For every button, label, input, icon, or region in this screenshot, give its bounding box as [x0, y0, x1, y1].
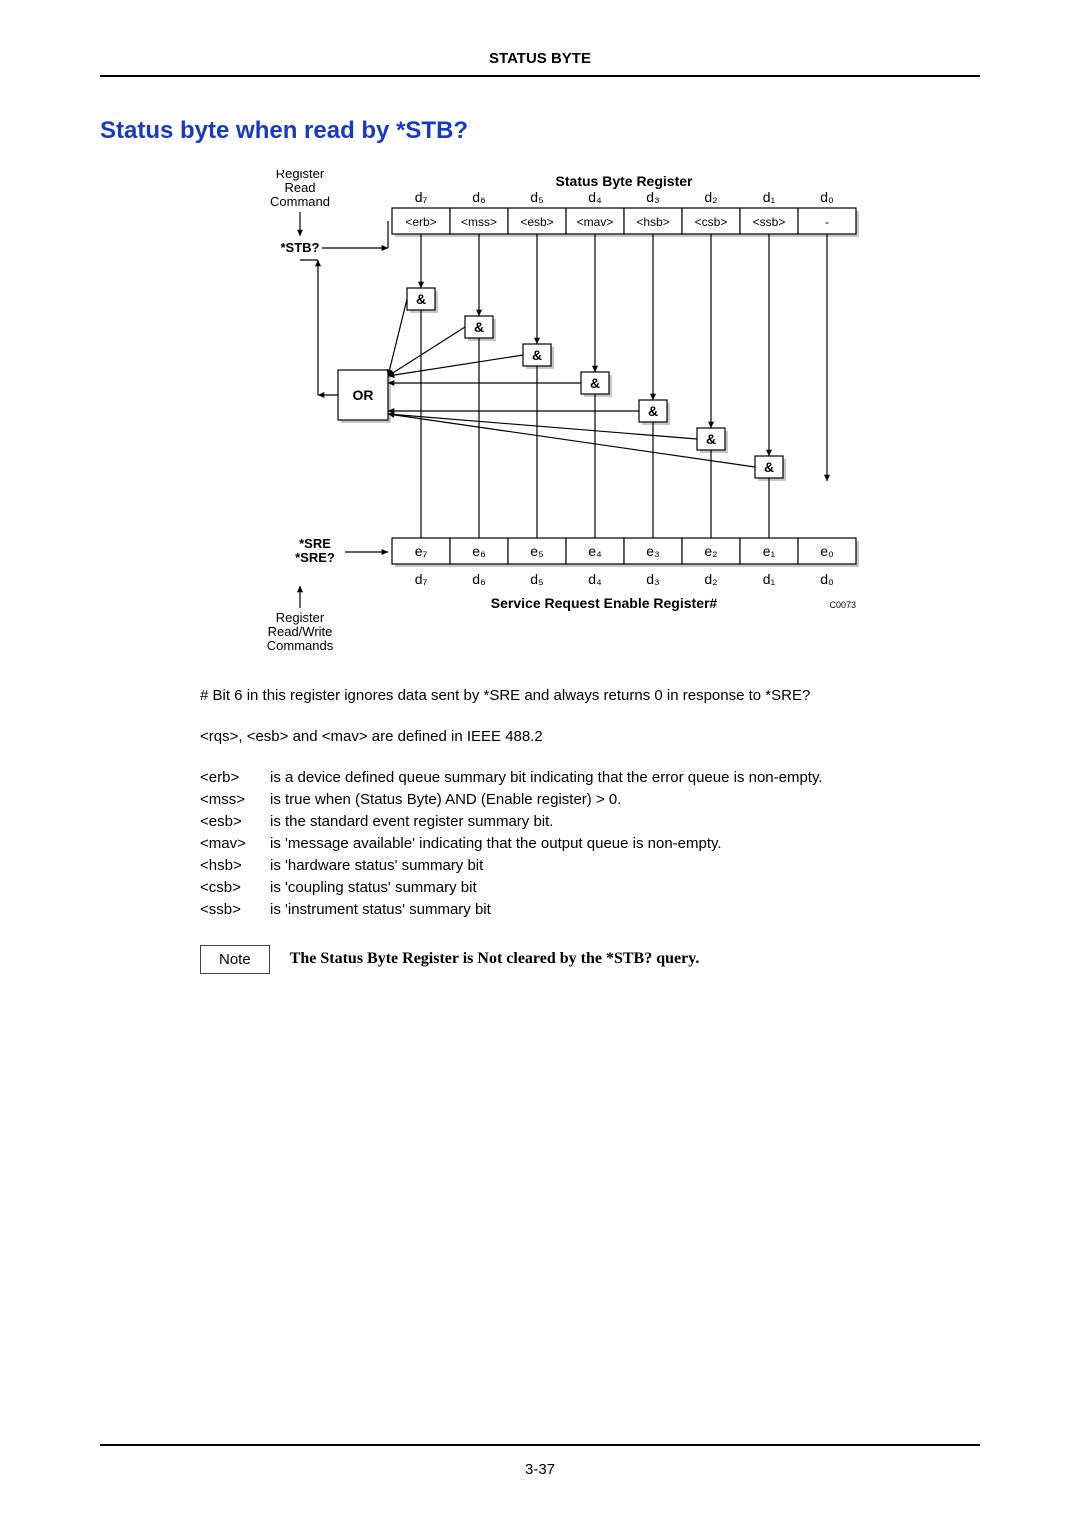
svg-text:d₇: d₇ — [415, 571, 428, 587]
svg-text:d₆: d₆ — [472, 189, 485, 205]
definition-list: <erb> is a device defined queue summary b… — [200, 767, 900, 920]
svg-text:&: & — [590, 375, 600, 391]
note-label: Note — [200, 945, 270, 974]
svg-text:&: & — [706, 431, 716, 447]
note-text: The Status Byte Register is Not cleared … — [290, 948, 700, 970]
svg-text:d₀: d₀ — [820, 189, 834, 205]
rule-top — [100, 75, 980, 77]
def-desc: is a device defined queue summary bit in… — [270, 767, 823, 788]
header-title: STATUS BYTE — [100, 50, 980, 67]
svg-text:<erb>: <erb> — [405, 215, 436, 229]
svg-text:&: & — [532, 347, 542, 363]
def-desc: is 'instrument status' summary bit — [270, 899, 491, 920]
svg-text:&: & — [416, 291, 426, 307]
svg-text:d₅: d₅ — [530, 571, 543, 587]
def-desc: is 'coupling status' summary bit — [270, 877, 477, 898]
svg-text:-: - — [825, 215, 829, 229]
def-row: <erb> is a device defined queue summary b… — [200, 767, 900, 788]
svg-text:<csb>: <csb> — [695, 215, 728, 229]
section-title: Status byte when read by *STB? — [100, 117, 980, 145]
def-term: <hsb> — [200, 855, 260, 876]
svg-text:e₇: e₇ — [415, 543, 428, 559]
svg-text:C0073: C0073 — [829, 600, 856, 610]
def-term: <erb> — [200, 767, 260, 788]
svg-text:Commands: Commands — [267, 638, 334, 653]
svg-text:e₆: e₆ — [472, 543, 485, 559]
def-row: <csb> is 'coupling status' summary bit — [200, 877, 900, 898]
rule-bottom — [100, 1444, 980, 1446]
svg-text:<ssb>: <ssb> — [753, 215, 786, 229]
def-row: <mss> is true when (Status Byte) AND (Ena… — [200, 789, 900, 810]
svg-text:d₂: d₂ — [704, 571, 717, 587]
svg-text:d₃: d₃ — [646, 189, 660, 205]
svg-text:d₅: d₅ — [530, 189, 543, 205]
def-term: <mav> — [200, 833, 260, 854]
svg-text:d₇: d₇ — [415, 189, 428, 205]
def-term: <csb> — [200, 877, 260, 898]
svg-text:<esb>: <esb> — [520, 215, 553, 229]
svg-text:e₁: e₁ — [763, 543, 776, 559]
def-term: <esb> — [200, 811, 260, 832]
def-term: <mss> — [200, 789, 260, 810]
svg-text:<mav>: <mav> — [577, 215, 614, 229]
svg-text:OR: OR — [353, 387, 374, 403]
svg-text:*SRE: *SRE — [299, 536, 331, 551]
svg-text:d₄: d₄ — [588, 189, 602, 205]
svg-text:d₂: d₂ — [704, 189, 717, 205]
svg-text:&: & — [474, 319, 484, 335]
svg-text:&: & — [764, 459, 774, 475]
svg-text:Register: Register — [276, 610, 325, 625]
svg-text:e₃: e₃ — [646, 543, 660, 559]
svg-text:d₃: d₃ — [646, 571, 660, 587]
svg-text:Status Byte Register: Status Byte Register — [556, 173, 693, 189]
page-number: 3-37 — [100, 1461, 980, 1478]
svg-text:d₁: d₁ — [763, 571, 776, 587]
svg-text:d₆: d₆ — [472, 571, 485, 587]
def-desc: is the standard event register summary b… — [270, 811, 553, 832]
def-row: <esb> is the standard event register summ… — [200, 811, 900, 832]
svg-text:<mss>: <mss> — [461, 215, 497, 229]
svg-text:d₀: d₀ — [820, 571, 834, 587]
def-row: <mav> is 'message available' indicating t… — [200, 833, 900, 854]
svg-text:&: & — [648, 403, 658, 419]
svg-text:Service Request Enable Registe: Service Request Enable Register# — [491, 595, 718, 611]
svg-text:*STB?: *STB? — [281, 240, 320, 255]
svg-text:e₅: e₅ — [530, 543, 543, 559]
svg-text:d₁: d₁ — [763, 189, 776, 205]
def-desc: is 'hardware status' summary bit — [270, 855, 483, 876]
def-desc: is 'message available' indicating that t… — [270, 833, 722, 854]
svg-text:d₄: d₄ — [588, 571, 602, 587]
ieee-note: <rqs>, <esb> and <mav> are defined in IE… — [200, 726, 900, 747]
hash-note: # Bit 6 in this register ignores data se… — [200, 685, 900, 706]
svg-text:Read/Write: Read/Write — [268, 624, 333, 639]
def-row: <ssb> is 'instrument status' summary bit — [200, 899, 900, 920]
svg-text:*SRE?: *SRE? — [295, 550, 335, 565]
def-row: <hsb> is 'hardware status' summary bit — [200, 855, 900, 876]
svg-text:Command: Command — [270, 194, 330, 209]
def-desc: is true when (Status Byte) AND (Enable r… — [270, 789, 621, 810]
svg-text:e₄: e₄ — [588, 543, 602, 559]
svg-text:<hsb>: <hsb> — [636, 215, 669, 229]
svg-text:e₀: e₀ — [820, 543, 834, 559]
svg-text:e₂: e₂ — [704, 543, 717, 559]
def-term: <ssb> — [200, 899, 260, 920]
status-byte-diagram: Status Byte Register d₇ d₆ d₅ d₄ d₃ d₂ d₁ d₀ <erb… — [150, 170, 930, 660]
svg-text:Read: Read — [284, 180, 315, 195]
